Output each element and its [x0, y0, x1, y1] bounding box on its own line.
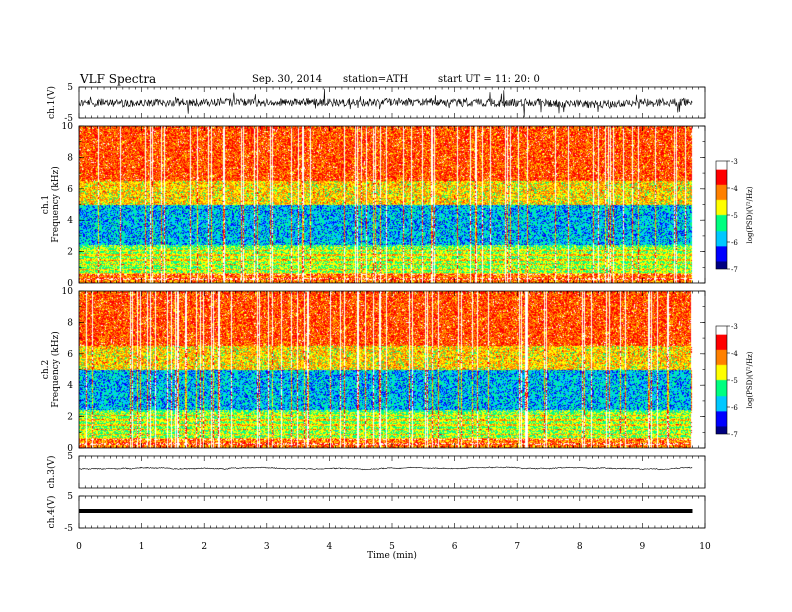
colorbar-ch2-spectrogram	[716, 326, 727, 434]
y-tick-label: 5	[67, 452, 73, 462]
x-tick-label: 3	[264, 542, 270, 552]
y-tick-label: 8	[67, 153, 73, 163]
ch1-waveform-line	[78, 88, 693, 118]
ch3-waveform-line	[78, 466, 693, 471]
colorbar-tick-label: -3	[731, 323, 738, 331]
ch1-spectrogram-image	[79, 126, 705, 283]
y-tick-label: 0	[67, 279, 73, 289]
colorbar-tick-label: -6	[731, 239, 738, 247]
y-axis-label-group: ch.1 Frequency (kHz)	[41, 166, 61, 243]
y-tick-label: 4	[67, 216, 73, 226]
colorbar-label-group: log(PSD)(V²/Hz)	[746, 351, 754, 408]
ch2-spectrogram-image	[79, 291, 705, 448]
x-tick-label: 5	[389, 542, 395, 552]
y-tick-label: -5	[64, 524, 73, 534]
ch4-waveform-line	[79, 509, 693, 513]
y-tick-label: 6	[67, 185, 73, 195]
y-tick-label: 0	[67, 444, 73, 454]
colorbar-label: log(PSD)(V²/Hz)	[746, 186, 754, 243]
y-tick-label: -5	[64, 114, 73, 124]
colorbar-tick-label: -6	[731, 404, 738, 412]
colorbar-tick-label: -5	[731, 212, 738, 220]
x-tick-label: 6	[452, 542, 458, 552]
y-axis-label: ch.1	[41, 195, 51, 214]
y-tick-label: 8	[67, 318, 73, 328]
y-tick-label: 4	[67, 381, 73, 391]
colorbar-ch1-spectrogram	[716, 161, 727, 269]
x-tick-label: 4	[327, 542, 333, 552]
x-axis-label: Time (min)	[367, 550, 417, 561]
date-label: Sep. 30, 2014	[252, 74, 323, 85]
y-axis-label-2: Frequency (kHz)	[50, 166, 61, 243]
y-axis-label: ch.4(V)	[46, 496, 57, 529]
colorbar-tick-label: -7	[731, 431, 738, 439]
y-axis-label: ch.3(V)	[46, 456, 57, 489]
y-tick-label: 2	[67, 413, 73, 423]
y-axis-label-group: ch.2 Frequency (kHz)	[41, 331, 61, 408]
x-tick-label: 9	[640, 542, 646, 552]
x-tick-label: 10	[699, 542, 711, 552]
colorbar-tick-label: -5	[731, 377, 738, 385]
colorbar-label: log(PSD)(V²/Hz)	[746, 351, 754, 408]
y-axis-label: ch.2	[41, 360, 51, 379]
y-axis-label: ch.1(V)	[46, 86, 57, 119]
y-tick-label: 10	[62, 122, 74, 132]
y-tick-label: 2	[67, 248, 73, 258]
y-axis-label-group: ch.4(V)	[46, 496, 57, 529]
colorbar-tick-label: -3	[731, 158, 738, 166]
x-tick-label: 7	[514, 542, 520, 552]
station-label: station=ATH	[343, 74, 409, 85]
colorbar-tick-label: -4	[731, 185, 738, 193]
colorbar-tick-label: -7	[731, 266, 738, 274]
y-axis-label-group: ch.3(V)	[46, 456, 57, 489]
figure-title: VLF Spectra	[80, 72, 157, 86]
y-tick-label: 10	[62, 287, 74, 297]
colorbar-label-group: log(PSD)(V²/Hz)	[746, 186, 754, 243]
y-axis-label-2: Frequency (kHz)	[50, 331, 61, 408]
y-tick-label: 6	[67, 350, 73, 360]
x-tick-label: 0	[76, 542, 82, 552]
y-axis-label-group: ch.1(V)	[46, 86, 57, 119]
start-time-label: start UT = 11: 20: 0	[438, 74, 540, 85]
colorbar-tick-label: -4	[731, 350, 738, 358]
y-tick-label: 5	[67, 83, 73, 93]
x-tick-label: 8	[577, 542, 583, 552]
y-tick-label: 5	[67, 492, 73, 502]
x-tick-label: 1	[139, 542, 145, 552]
x-tick-label: 2	[201, 542, 207, 552]
